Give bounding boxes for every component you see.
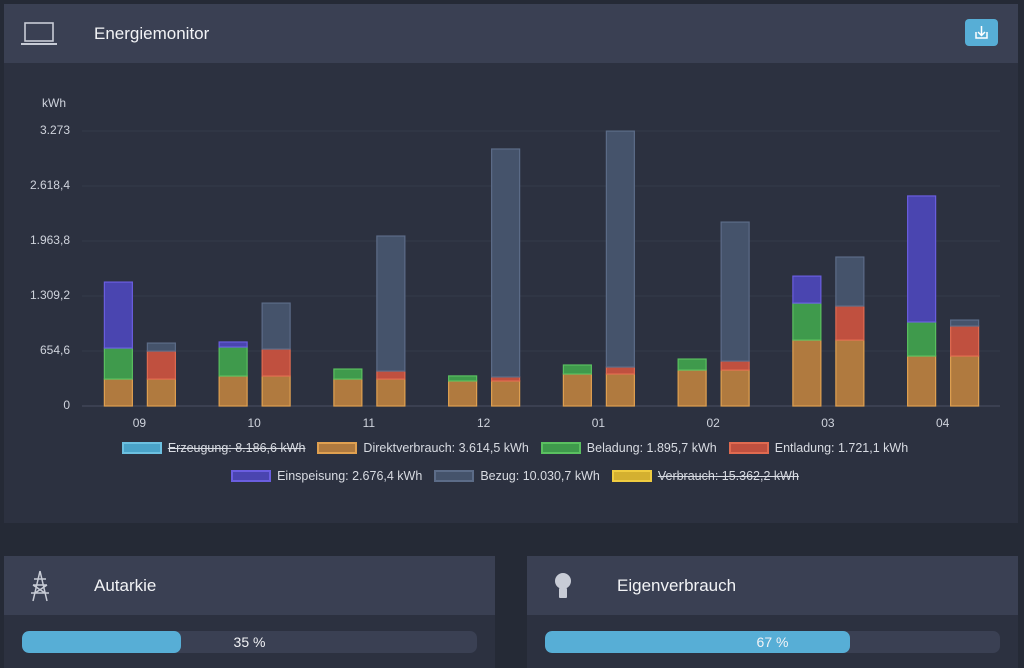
y-tick-label: 0 <box>63 398 70 412</box>
bar-segment <box>218 341 248 348</box>
legend-label: Direktverbrauch: 3.614,5 kWh <box>363 441 529 455</box>
bar-segment <box>835 339 865 407</box>
progress-track: 67 % <box>545 631 1000 653</box>
bar-segment <box>218 346 248 377</box>
legend: Erzeugung: 8.186,6 kWh Direktverbrauch: 3… <box>90 441 940 483</box>
bar-segment <box>261 302 291 350</box>
bar-segment <box>333 378 363 407</box>
x-tick-label: 02 <box>706 416 720 430</box>
x-tick-label: 12 <box>477 416 491 430</box>
bar-segment <box>261 348 291 377</box>
bar-segment <box>907 355 937 407</box>
y-tick-label: 1.963,8 <box>30 233 70 247</box>
bar-segment <box>950 355 980 407</box>
legend-swatch <box>540 442 581 454</box>
bar-segment <box>720 369 750 407</box>
progress-fill <box>545 631 850 653</box>
card-title: Eigenverbrauch <box>617 575 737 595</box>
legend-swatch <box>231 470 272 482</box>
y-axis-label: kWh <box>42 96 66 110</box>
legend-item: Einspeisung: 2.676,4 kWh <box>231 469 422 483</box>
x-tick-label: 10 <box>247 416 261 430</box>
bar-segment <box>218 375 248 407</box>
legend-item: Direktverbrauch: 3.614,5 kWh <box>317 441 529 455</box>
bar-segment <box>907 195 937 323</box>
bar-segment <box>835 256 865 307</box>
bar-segment <box>376 370 406 380</box>
legend-item: Erzeugung: 8.186,6 kWh <box>121 441 306 455</box>
progress-label: 67 % <box>756 634 789 650</box>
x-tick-label: 03 <box>821 416 835 430</box>
bar-segment <box>950 325 980 357</box>
y-tick-label: 654,6 <box>40 343 70 357</box>
legend-item: Bezug: 10.030,7 kWh <box>434 469 600 483</box>
bar-segment <box>103 378 133 407</box>
bar-segment <box>448 380 478 407</box>
bar-segment <box>677 369 707 407</box>
x-tick-label: 09 <box>133 416 147 430</box>
progress-track: 35 % <box>22 631 477 653</box>
card-icon <box>555 572 571 598</box>
bar-segment <box>333 368 363 380</box>
bar-segment <box>720 221 750 362</box>
bar-segment <box>103 281 133 349</box>
bar-segment <box>448 375 478 382</box>
legend-swatch <box>317 442 358 454</box>
x-tick-label: 11 <box>363 416 376 430</box>
bar-segment <box>491 380 521 407</box>
bar-segment <box>261 375 291 407</box>
bar-segment <box>950 319 980 327</box>
y-tick-label: 3.273 <box>40 123 70 137</box>
bar-segment <box>562 364 592 375</box>
legend-swatch <box>611 470 652 482</box>
legend-label: Entladung: 1.721,1 kWh <box>774 441 909 455</box>
bar-segment <box>376 378 406 407</box>
bar-segment <box>376 235 406 372</box>
title: Energiemonitor <box>94 23 210 43</box>
legend-swatch <box>434 470 475 482</box>
card-title: Autarkie <box>94 575 157 595</box>
download-button[interactable] <box>965 19 999 47</box>
legend-label: Erzeugung: 8.186,6 kWh <box>167 441 306 455</box>
legend-label: Verbrauch: 15.362,2 kWh <box>657 469 799 483</box>
y-tick-label: 1.309,2 <box>30 288 70 302</box>
card-header: Eigenverbrauch <box>527 556 1018 615</box>
bar-segment <box>491 376 521 382</box>
bar-segment <box>792 302 822 341</box>
bar-segment <box>146 342 176 352</box>
progress-label: 35 % <box>233 634 266 650</box>
bar-segment <box>103 347 133 380</box>
card-header: Autarkie <box>4 556 495 615</box>
bar-segment <box>720 360 750 371</box>
card-icon <box>31 570 49 601</box>
bar-segment <box>146 378 176 407</box>
progress-fill <box>22 631 182 653</box>
bar-segment <box>491 148 521 378</box>
legend-item: Entladung: 1.721,1 kWh <box>728 441 909 455</box>
bar-segment <box>562 373 592 407</box>
legend-label: Beladung: 1.895,7 kWh <box>586 441 717 455</box>
legend-swatch <box>728 442 769 454</box>
y-tick-label: 2.618,4 <box>30 178 70 192</box>
bar-segment <box>907 321 937 357</box>
legend-label: Bezug: 10.030,7 kWh <box>480 469 600 483</box>
header: Energiemonitor <box>4 4 1018 63</box>
bar-segment <box>677 358 707 371</box>
bar-segment <box>835 305 865 341</box>
bar-segment <box>605 130 635 368</box>
x-tick-label: 04 <box>936 416 950 430</box>
bar-segment <box>605 366 635 375</box>
bar-segment <box>792 275 822 304</box>
laptop-icon <box>21 21 57 45</box>
legend-label: Einspeisung: 2.676,4 kWh <box>277 469 423 483</box>
legend-item: Verbrauch: 15.362,2 kWh <box>611 469 799 483</box>
bar-segment <box>792 339 822 407</box>
legend-item: Beladung: 1.895,7 kWh <box>540 441 717 455</box>
bar-segment <box>146 350 176 380</box>
x-tick-label: 01 <box>592 416 606 430</box>
legend-swatch <box>121 442 162 454</box>
bar-segment <box>605 373 635 407</box>
